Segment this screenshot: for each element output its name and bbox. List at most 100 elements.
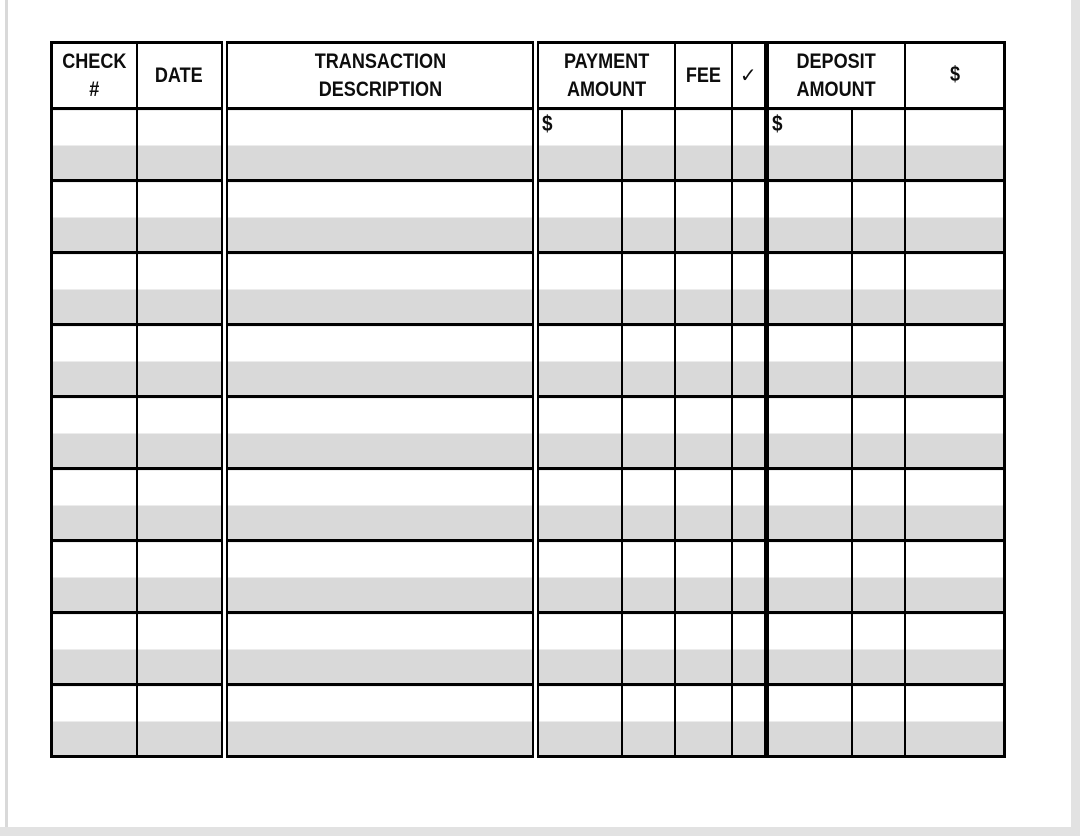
cell-cleared xyxy=(731,540,769,613)
header-payment-line1: PAYMENT xyxy=(563,49,649,73)
register-header: CHECK # DATE TRANSACTION DESCRIPTION PAY… xyxy=(51,42,1005,110)
cell-deposit-dollars xyxy=(766,252,853,325)
cell-payment-cents xyxy=(621,684,676,757)
header-description-line2: DESCRIPTION xyxy=(318,77,442,101)
header-payment-line2: AMOUNT xyxy=(566,77,646,101)
header-date: DATE xyxy=(136,42,228,110)
cell-payment-cents xyxy=(621,180,676,253)
cell-cleared xyxy=(731,684,769,757)
checkmark-icon: ✓ xyxy=(739,64,757,87)
register-row xyxy=(51,396,1005,469)
cell-balance xyxy=(904,540,1005,613)
cell-check-number xyxy=(51,108,138,181)
cell-deposit-dollars xyxy=(766,396,853,469)
cell-date xyxy=(136,612,228,685)
cell-cleared xyxy=(731,468,769,541)
cell-balance xyxy=(904,252,1005,325)
cell-payment-dollars: $ xyxy=(535,108,623,181)
cell-cleared xyxy=(731,180,769,253)
cell-deposit-cents xyxy=(851,684,906,757)
cell-deposit-dollars xyxy=(766,468,853,541)
header-transaction-description: TRANSACTION DESCRIPTION xyxy=(224,42,539,110)
cell-payment-dollars xyxy=(535,396,623,469)
cell-payment-cents xyxy=(621,612,676,685)
cell-payment-dollars xyxy=(535,540,623,613)
cell-fee xyxy=(674,540,733,613)
header-cleared: ✓ xyxy=(731,42,769,110)
cell-description xyxy=(224,684,539,757)
header-deposit-line1: DEPOSIT xyxy=(796,49,876,73)
cell-fee xyxy=(674,684,733,757)
cell-deposit-cents xyxy=(851,252,906,325)
header-deposit-line2: AMOUNT xyxy=(796,77,876,101)
page-right-edge xyxy=(1071,0,1080,836)
register-row-1: $ $ xyxy=(51,108,1005,181)
cell-fee xyxy=(674,396,733,469)
cell-payment-cents xyxy=(621,108,676,181)
header-row: CHECK # DATE TRANSACTION DESCRIPTION PAY… xyxy=(51,42,1005,110)
header-check-number: CHECK # xyxy=(51,42,138,110)
cell-date xyxy=(136,108,228,181)
cell-balance xyxy=(904,324,1005,397)
cell-description xyxy=(224,180,539,253)
cell-check-number xyxy=(51,396,138,469)
cell-payment-cents xyxy=(621,324,676,397)
cell-payment-cents xyxy=(621,468,676,541)
cell-deposit-cents xyxy=(851,396,906,469)
cell-cleared xyxy=(731,324,769,397)
register-row xyxy=(51,252,1005,325)
dollar-sign-icon: $ xyxy=(772,111,783,136)
cell-date xyxy=(136,684,228,757)
cell-payment-cents xyxy=(621,540,676,613)
register-row xyxy=(51,324,1005,397)
check-register-table: CHECK # DATE TRANSACTION DESCRIPTION PAY… xyxy=(50,41,1006,758)
dollar-sign-icon: $ xyxy=(950,62,961,86)
header-description-line1: TRANSACTION xyxy=(314,49,446,73)
cell-description xyxy=(224,468,539,541)
cell-balance xyxy=(904,612,1005,685)
register-row xyxy=(51,468,1005,541)
cell-fee xyxy=(674,324,733,397)
header-deposit-amount: DEPOSIT AMOUNT xyxy=(766,42,906,110)
cell-date xyxy=(136,396,228,469)
register-row xyxy=(51,684,1005,757)
cell-fee xyxy=(674,108,733,181)
dollar-sign-icon: $ xyxy=(542,111,553,136)
header-check-number-line2: # xyxy=(89,77,100,101)
cell-date xyxy=(136,468,228,541)
cell-cleared xyxy=(731,108,769,181)
register-body: $ $ xyxy=(51,108,1005,757)
header-fee-label: FEE xyxy=(685,63,721,87)
cell-deposit-cents xyxy=(851,540,906,613)
cell-description xyxy=(224,612,539,685)
cell-balance xyxy=(904,396,1005,469)
cell-deposit-dollars: $ xyxy=(766,108,853,181)
cell-deposit-dollars xyxy=(766,684,853,757)
cell-balance xyxy=(904,468,1005,541)
cell-payment-dollars xyxy=(535,252,623,325)
cell-payment-dollars xyxy=(535,612,623,685)
cell-description xyxy=(224,252,539,325)
header-fee: FEE xyxy=(674,42,733,110)
cell-check-number xyxy=(51,324,138,397)
register-row xyxy=(51,540,1005,613)
cell-deposit-cents xyxy=(851,468,906,541)
cell-payment-cents xyxy=(621,396,676,469)
cell-date xyxy=(136,252,228,325)
header-check-number-line1: CHECK xyxy=(62,49,127,73)
cell-deposit-cents xyxy=(851,108,906,181)
cell-balance xyxy=(904,684,1005,757)
cell-deposit-cents xyxy=(851,180,906,253)
cell-check-number xyxy=(51,180,138,253)
cell-check-number xyxy=(51,612,138,685)
cell-balance xyxy=(904,108,1005,181)
cell-fee xyxy=(674,468,733,541)
cell-fee xyxy=(674,252,733,325)
page-bottom-edge xyxy=(0,827,1080,836)
cell-cleared xyxy=(731,396,769,469)
cell-payment-dollars xyxy=(535,684,623,757)
cell-payment-dollars xyxy=(535,324,623,397)
cell-check-number xyxy=(51,684,138,757)
cell-cleared xyxy=(731,612,769,685)
cell-deposit-dollars xyxy=(766,180,853,253)
